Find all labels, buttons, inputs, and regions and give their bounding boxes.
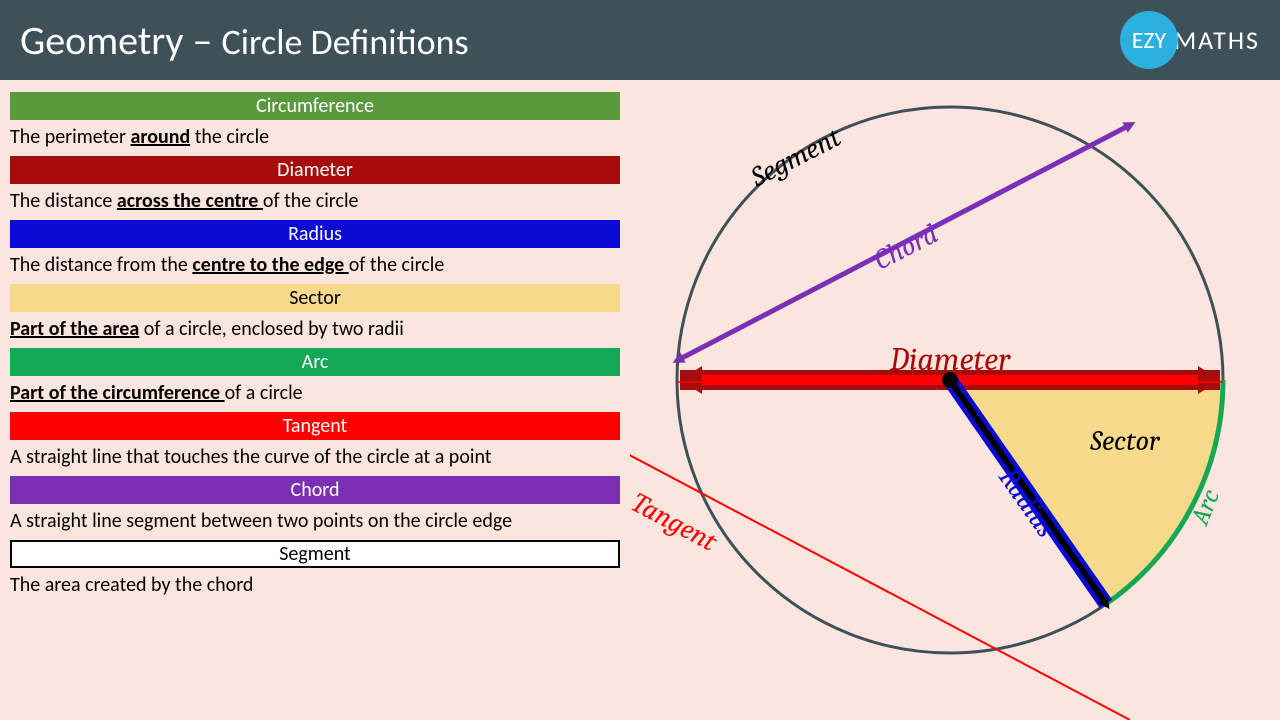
term-desc-diameter: The distance across the centre of the ci…	[10, 188, 620, 214]
term-desc-circumference: The perimeter around the circle	[10, 124, 620, 150]
diagram-panel: SegmentChordDiameterRadiusSectorArcTange…	[630, 80, 1280, 720]
logo-text: MATHS	[1174, 24, 1260, 56]
term-bar-arc: Arc	[10, 348, 620, 376]
term-bar-segment: Segment	[10, 540, 620, 568]
header: Geometry – Circle Definitions EZY MATHS	[0, 0, 1280, 80]
term-desc-arc: Part of the circumference of a circle	[10, 380, 620, 406]
title-sep: –	[184, 16, 222, 65]
term-bar-circumference: Circumference	[10, 92, 620, 120]
definitions-panel: Circumference The perimeter around the ci…	[0, 80, 630, 720]
term-desc-chord: A straight line segment between two poin…	[10, 508, 620, 534]
term-desc-sector: Part of the area of a circle, enclosed b…	[10, 316, 620, 342]
term-bar-chord: Chord	[10, 476, 620, 504]
title-main: Geometry	[20, 16, 184, 65]
label-segment: Segment	[745, 120, 848, 193]
term-desc-tangent: A straight line that touches the curve o…	[10, 444, 620, 470]
label-diameter: Diameter	[889, 341, 1011, 378]
logo-circle: EZY	[1120, 11, 1178, 69]
term-bar-tangent: Tangent	[10, 412, 620, 440]
logo: EZY MATHS	[1120, 11, 1260, 69]
label-sector: Sector	[1089, 425, 1161, 457]
term-desc-radius: The distance from the centre to the edge…	[10, 252, 620, 278]
term-desc-segment: The area created by the chord	[10, 572, 620, 598]
term-bar-sector: Sector	[10, 284, 620, 312]
circle-diagram: SegmentChordDiameterRadiusSectorArcTange…	[630, 80, 1280, 720]
term-bar-diameter: Diameter	[10, 156, 620, 184]
page-title: Geometry – Circle Definitions	[20, 16, 469, 65]
term-bar-radius: Radius	[10, 220, 620, 248]
label-chord: Chord	[869, 218, 943, 277]
title-sub: Circle Definitions	[222, 20, 469, 64]
